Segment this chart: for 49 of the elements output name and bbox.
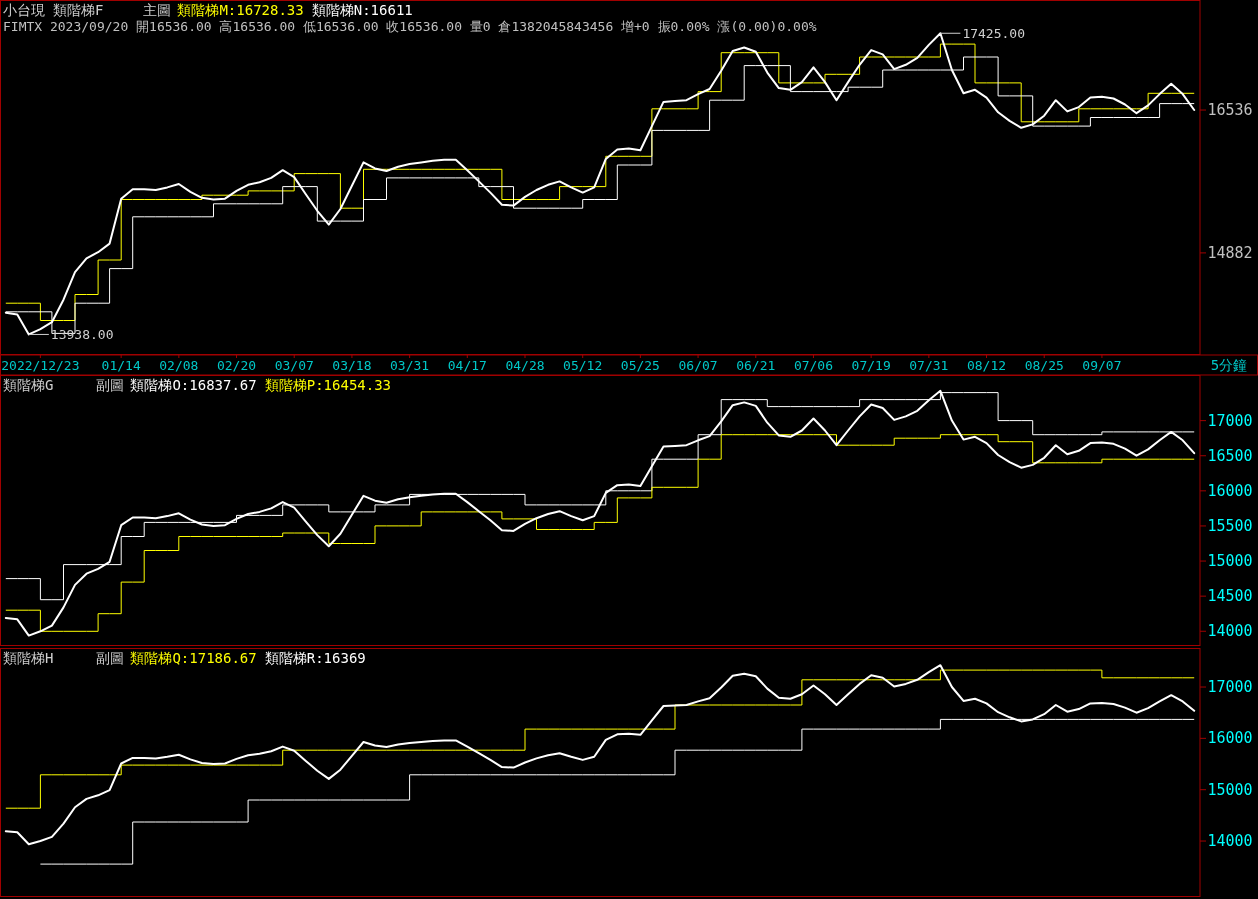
- y-tick-label: 15500: [1207, 516, 1253, 535]
- y-tick-label: 14000: [1207, 832, 1253, 851]
- text: 類階梯M:16728.33: [177, 2, 304, 18]
- x-tick-label: 06/07: [678, 358, 718, 373]
- x-tick-label: 03/18: [332, 358, 372, 373]
- x-tick-label: 05/25: [620, 358, 660, 373]
- annotation: 副圖: [96, 377, 125, 393]
- annotation: FIMTX 2023/09/20 開16536.00 高16536.00 低16536.00 收16536.00 量0 倉1382045843456 增+0 振0.00% 漲(0.00)0.00%: [3, 19, 817, 34]
- x-tick-label: 04/28: [505, 358, 545, 373]
- x-tick-label: 03/07: [274, 358, 314, 373]
- annotation: 17425.00: [962, 25, 1026, 41]
- text: 類階梯N:16611: [311, 2, 413, 18]
- x-tick-label: 07/19: [851, 358, 891, 373]
- text: 類階梯R:16369: [264, 650, 366, 666]
- chart-title: 小台現: [3, 2, 45, 18]
- text: 類階梯Q:17186.67: [130, 650, 257, 666]
- y-tick-label: 17000: [1207, 411, 1253, 430]
- y-tick-label: 16000: [1207, 729, 1253, 748]
- x-tick-label: 04/17: [447, 358, 487, 373]
- x-tick-label: 01/14: [101, 358, 141, 373]
- text: 類階梯O:16837.67: [130, 377, 257, 393]
- y-tick-label: 16500: [1207, 446, 1253, 465]
- x-tick-label: 08/12: [966, 358, 1007, 373]
- y-tick-label: 16536: [1207, 101, 1253, 120]
- x-tick-label: 06/21: [736, 358, 776, 373]
- annotation: 主圖: [143, 2, 172, 18]
- x-tick-label: 05/12: [563, 358, 603, 373]
- y-tick-label: 17000: [1207, 678, 1253, 697]
- y-tick-label: 14882: [1207, 243, 1253, 262]
- chart-title: 類階梯G: [3, 377, 54, 393]
- text: 類階梯P:16454.33: [264, 377, 392, 393]
- x-tick-label: 03/31: [390, 358, 430, 373]
- y-tick-label: 14000: [1207, 622, 1253, 641]
- annotation: 副圖: [96, 650, 125, 666]
- y-tick-label: 16000: [1207, 481, 1253, 500]
- y-tick-label: 15000: [1207, 552, 1253, 571]
- x-tick-label: 02/20: [216, 358, 257, 373]
- x-tick-label: 07/31: [909, 358, 949, 373]
- x-tick-label: 07/06: [793, 358, 834, 373]
- y-tick-label: 14500: [1207, 587, 1253, 606]
- y-tick-label: 15000: [1207, 780, 1253, 799]
- chart-title: 類階梯H: [3, 650, 54, 666]
- x-tick-label: 08/25: [1024, 358, 1064, 373]
- x-tick-label: 02/08: [159, 358, 199, 373]
- text: 5分鐘: [1210, 357, 1248, 373]
- x-tick-label: 2022/12/23: [1, 358, 80, 373]
- x-tick-label: 09/07: [1082, 358, 1122, 373]
- annotation: 13938.00: [50, 326, 114, 342]
- chart-subtitle: 類階梯F: [53, 2, 104, 18]
